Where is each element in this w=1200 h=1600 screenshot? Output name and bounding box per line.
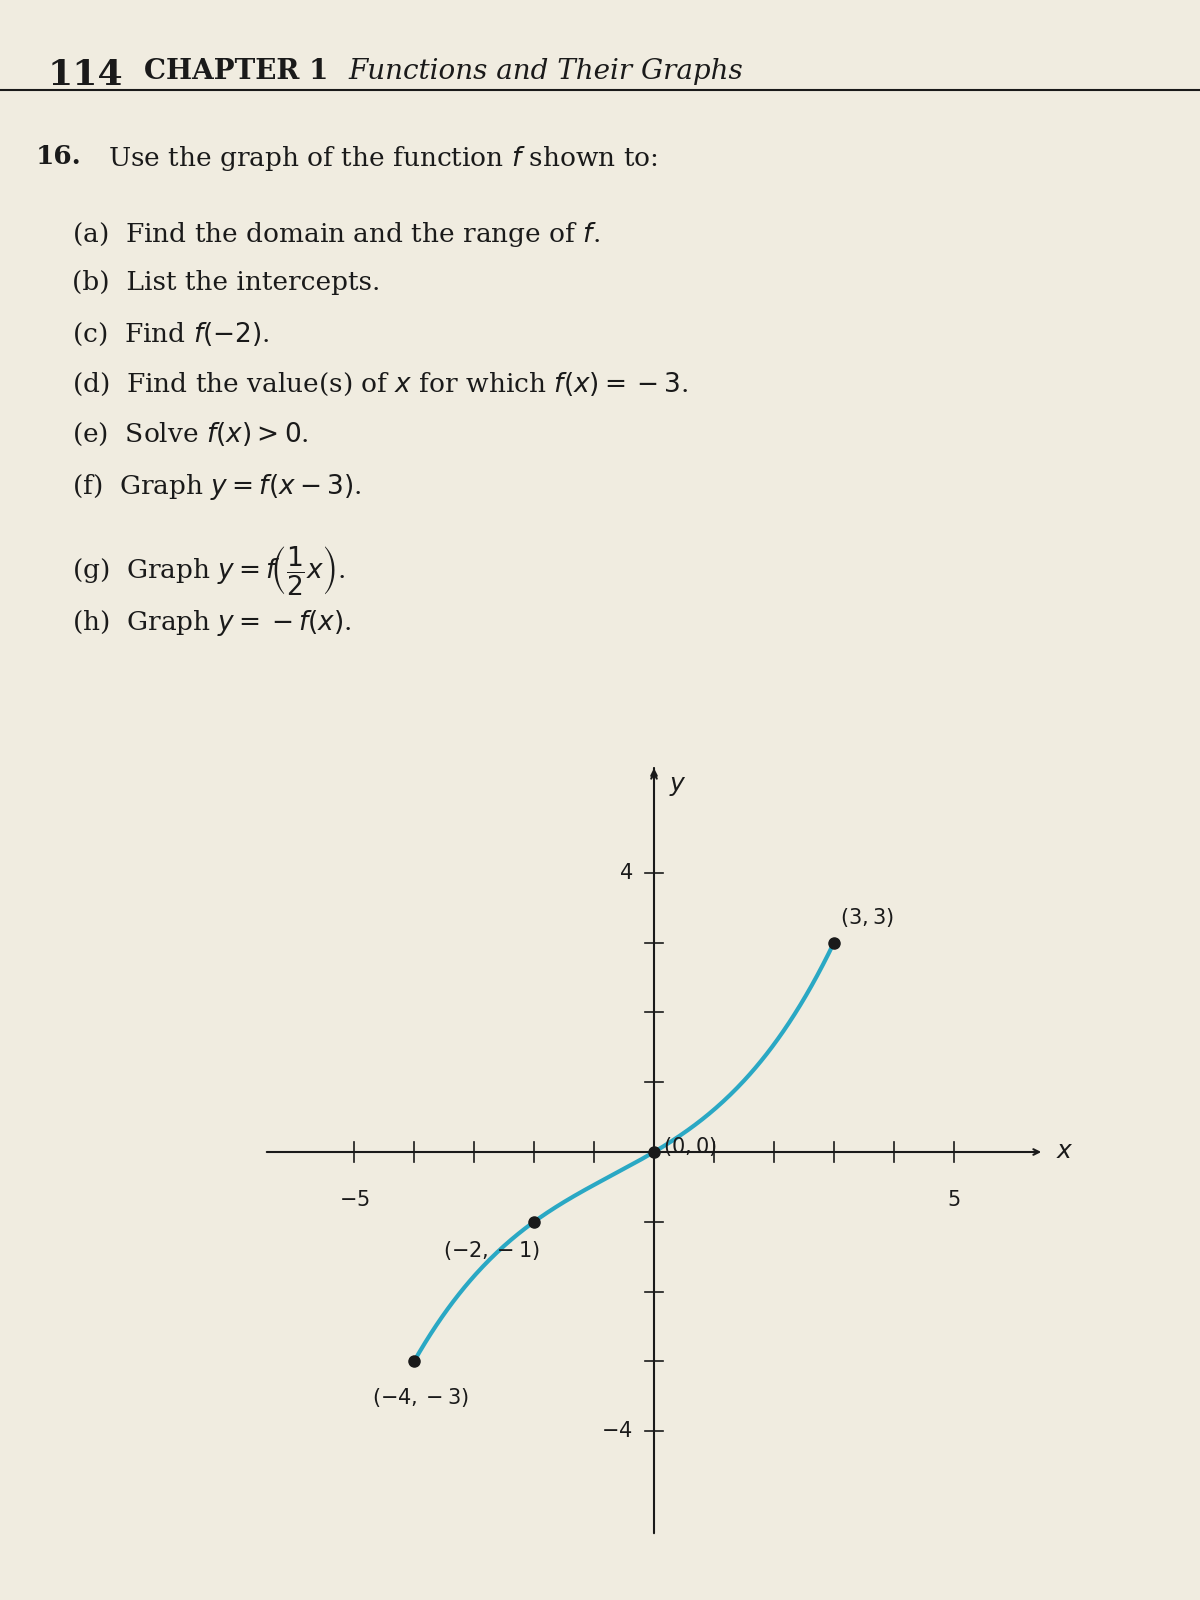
Text: $-5$: $-5$ (338, 1190, 370, 1210)
Text: 16.: 16. (36, 144, 82, 170)
Text: $(3, 3)$: $(3, 3)$ (840, 906, 894, 928)
Text: (a)  Find the domain and the range of $f$.: (a) Find the domain and the range of $f$… (72, 219, 600, 248)
Text: $(0, 0)$: $(0, 0)$ (662, 1134, 716, 1157)
Text: (h)  Graph $y = -f(x)$.: (h) Graph $y = -f(x)$. (72, 608, 352, 638)
Text: CHAPTER 1: CHAPTER 1 (144, 58, 329, 85)
Text: (d)  Find the value(s) of $x$ for which $f(x) = -3$.: (d) Find the value(s) of $x$ for which $… (72, 371, 689, 398)
Text: $(-4, -3)$: $(-4, -3)$ (372, 1386, 468, 1410)
Text: $-4$: $-4$ (601, 1421, 634, 1442)
Text: $x$: $x$ (1056, 1141, 1074, 1163)
Text: (g)  Graph $y = f\!\left(\dfrac{1}{2}x\right)$.: (g) Graph $y = f\!\left(\dfrac{1}{2}x\ri… (72, 544, 346, 597)
Text: Use the graph of the function $f$ shown to:: Use the graph of the function $f$ shown … (108, 144, 658, 173)
Text: 114: 114 (48, 58, 124, 91)
Text: $(-2, -1)$: $(-2, -1)$ (443, 1240, 540, 1262)
Text: $4$: $4$ (619, 862, 634, 883)
Text: (e)  Solve $f(x) > 0$.: (e) Solve $f(x) > 0$. (72, 421, 308, 448)
Text: Functions and Their Graphs: Functions and Their Graphs (348, 58, 743, 85)
Text: (c)  Find $f(-2)$.: (c) Find $f(-2)$. (72, 320, 270, 347)
Text: $y$: $y$ (670, 774, 686, 798)
Text: (b)  List the intercepts.: (b) List the intercepts. (72, 270, 380, 294)
Text: $5$: $5$ (947, 1190, 961, 1210)
Text: (f)  Graph $y = f(x - 3)$.: (f) Graph $y = f(x - 3)$. (72, 472, 361, 501)
